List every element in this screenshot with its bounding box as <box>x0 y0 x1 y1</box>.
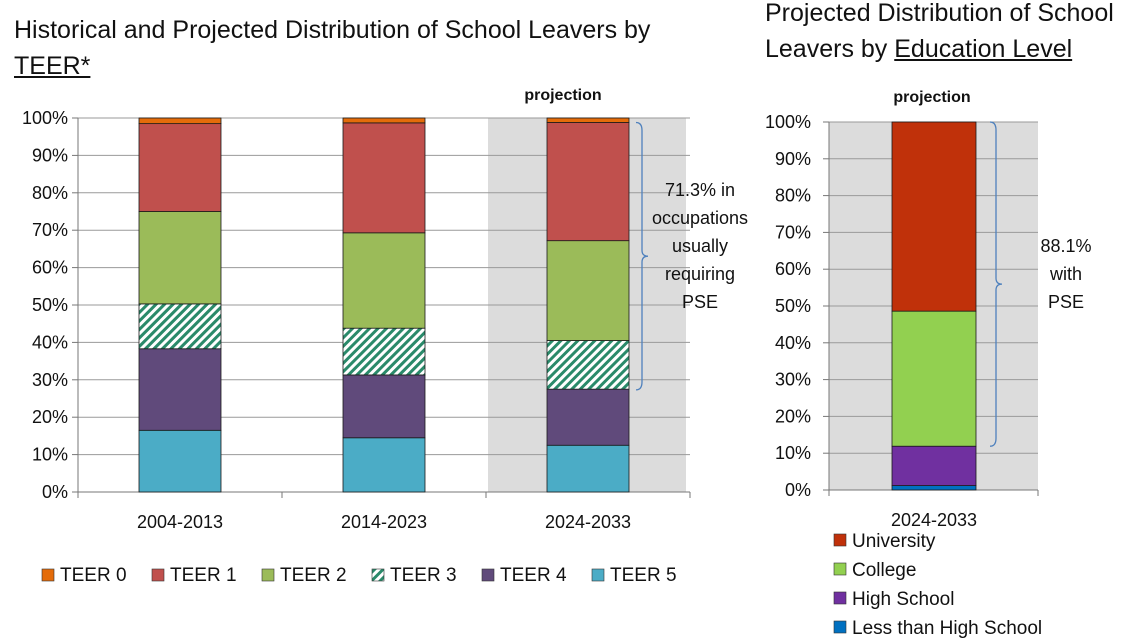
y-tick-label: 80% <box>775 186 811 206</box>
legend-label-teer-2: TEER 2 <box>280 565 347 586</box>
bar-teer-0-2004-2013 <box>138 117 222 125</box>
legend-label-teer-3: TEER 3 <box>390 565 457 586</box>
legend-label-university: University <box>852 531 936 552</box>
bar-teer-2-2014-2023 <box>342 232 426 329</box>
x-category-label: 2024-2033 <box>545 512 631 532</box>
bar-teer-5-2014-2023 <box>342 437 426 493</box>
legend-swatch-less-than-high-school <box>833 620 847 634</box>
y-tick-label: 70% <box>32 220 68 240</box>
pse-annotation-line: 88.1% <box>1040 236 1091 256</box>
y-tick-label: 100% <box>765 112 811 132</box>
projection-label: projection <box>893 89 970 106</box>
bar-teer-3-2014-2023 <box>342 327 426 376</box>
legend-swatch-teer-5 <box>591 568 605 582</box>
y-tick-label: 40% <box>32 332 68 352</box>
bar-less-than-high-school <box>891 485 977 491</box>
y-tick-label: 10% <box>775 443 811 463</box>
legend-label-teer-4: TEER 4 <box>500 565 567 586</box>
legend-swatch-teer-3 <box>371 568 385 582</box>
right-title-underlined: Education Level <box>894 35 1073 63</box>
bar-teer-4-2004-2013 <box>138 348 222 431</box>
right-title-text: Projected Distribution of School Leavers… <box>765 0 1114 63</box>
pse-annotation-line: PSE <box>1048 292 1084 312</box>
left-title-text: Historical and Projected Distribution of… <box>14 16 651 44</box>
bar-university <box>891 121 977 312</box>
x-category-label: 2004-2013 <box>137 512 223 532</box>
right-chart-title: Projected Distribution of School Leavers… <box>765 0 1122 67</box>
pse-brace <box>635 121 649 391</box>
y-tick-label: 100% <box>22 108 68 128</box>
bar-teer-4-2024-2033 <box>546 388 630 446</box>
y-tick-label: 10% <box>32 445 68 465</box>
bar-high-school <box>891 445 977 486</box>
left-title-underlined: TEER* <box>14 52 91 80</box>
pse-annotation-line: PSE <box>682 292 718 312</box>
y-tick-label: 40% <box>775 333 811 353</box>
y-tick-label: 90% <box>775 149 811 169</box>
legend-label-teer-1: TEER 1 <box>170 565 237 586</box>
bar-teer-3-2004-2013 <box>138 303 222 350</box>
legend-swatch-teer-2 <box>261 568 275 582</box>
bar-teer-5-2004-2013 <box>138 429 222 493</box>
left-chart-title: Historical and Projected Distribution of… <box>14 12 714 84</box>
legend-label-teer-5: TEER 5 <box>610 565 677 586</box>
y-tick-label: 50% <box>775 296 811 316</box>
pse-annotation-line: usually <box>672 236 728 256</box>
legend-swatch-teer-4 <box>481 568 495 582</box>
pse-annotation-line: occupations <box>652 208 748 228</box>
legend-swatch-college <box>833 562 847 576</box>
y-tick-label: 20% <box>32 407 68 427</box>
left-chart: 0% 10% 20% 30% 40% 50% 60% 70% 80% 90% 100% 2004-20… <box>22 87 748 586</box>
legend-label-teer-0: TEER 0 <box>60 565 127 586</box>
right-chart: 0% 10% 20% 30% 40% 50% 60% 70% 80% 90% 100% 2024-20… <box>765 89 1092 638</box>
bar-college <box>891 310 977 447</box>
y-tick-label: 60% <box>32 258 68 278</box>
legend-swatch-high-school <box>833 591 847 605</box>
legend-label-college: College <box>852 560 916 581</box>
y-tick-label: 30% <box>775 370 811 390</box>
bar-teer-1-2014-2023 <box>342 122 426 234</box>
projection-label: projection <box>524 87 601 104</box>
x-category-label: 2024-2033 <box>891 510 977 530</box>
y-tick-label: 0% <box>42 482 68 502</box>
legend-swatch-teer-0 <box>41 568 55 582</box>
legend-label-less-than-high-school: Less than High School <box>852 618 1042 638</box>
bar-teer-2-2024-2033 <box>546 240 630 341</box>
x-category-label: 2014-2023 <box>341 512 427 532</box>
y-tick-label: 50% <box>32 295 68 315</box>
y-tick-label: 90% <box>32 145 68 165</box>
y-tick-label: 60% <box>775 259 811 279</box>
bar-teer-4-2014-2023 <box>342 374 426 439</box>
y-tick-label: 20% <box>775 406 811 426</box>
pse-brace <box>989 121 1003 447</box>
y-tick-label: 70% <box>775 222 811 242</box>
bar-teer-5-2024-2033 <box>546 444 630 493</box>
pse-annotation-line: with <box>1049 264 1082 284</box>
legend-label-high-school: High School <box>852 589 954 610</box>
bar-teer-0-2014-2023 <box>342 117 426 124</box>
bar-teer-2-2004-2013 <box>138 211 222 305</box>
y-tick-label: 80% <box>32 183 68 203</box>
bar-teer-1-2004-2013 <box>138 123 222 212</box>
y-tick-label: 0% <box>785 480 811 500</box>
pse-annotation-line: requiring <box>665 264 735 284</box>
bar-teer-0-2024-2033 <box>546 117 630 123</box>
bar-teer-1-2024-2033 <box>546 122 630 242</box>
legend-swatch-teer-1 <box>151 568 165 582</box>
y-tick-label: 30% <box>32 370 68 390</box>
pse-annotation-line: 71.3% in <box>665 180 735 200</box>
legend-swatch-university <box>833 533 847 547</box>
bar-teer-3-2024-2033 <box>546 340 630 390</box>
